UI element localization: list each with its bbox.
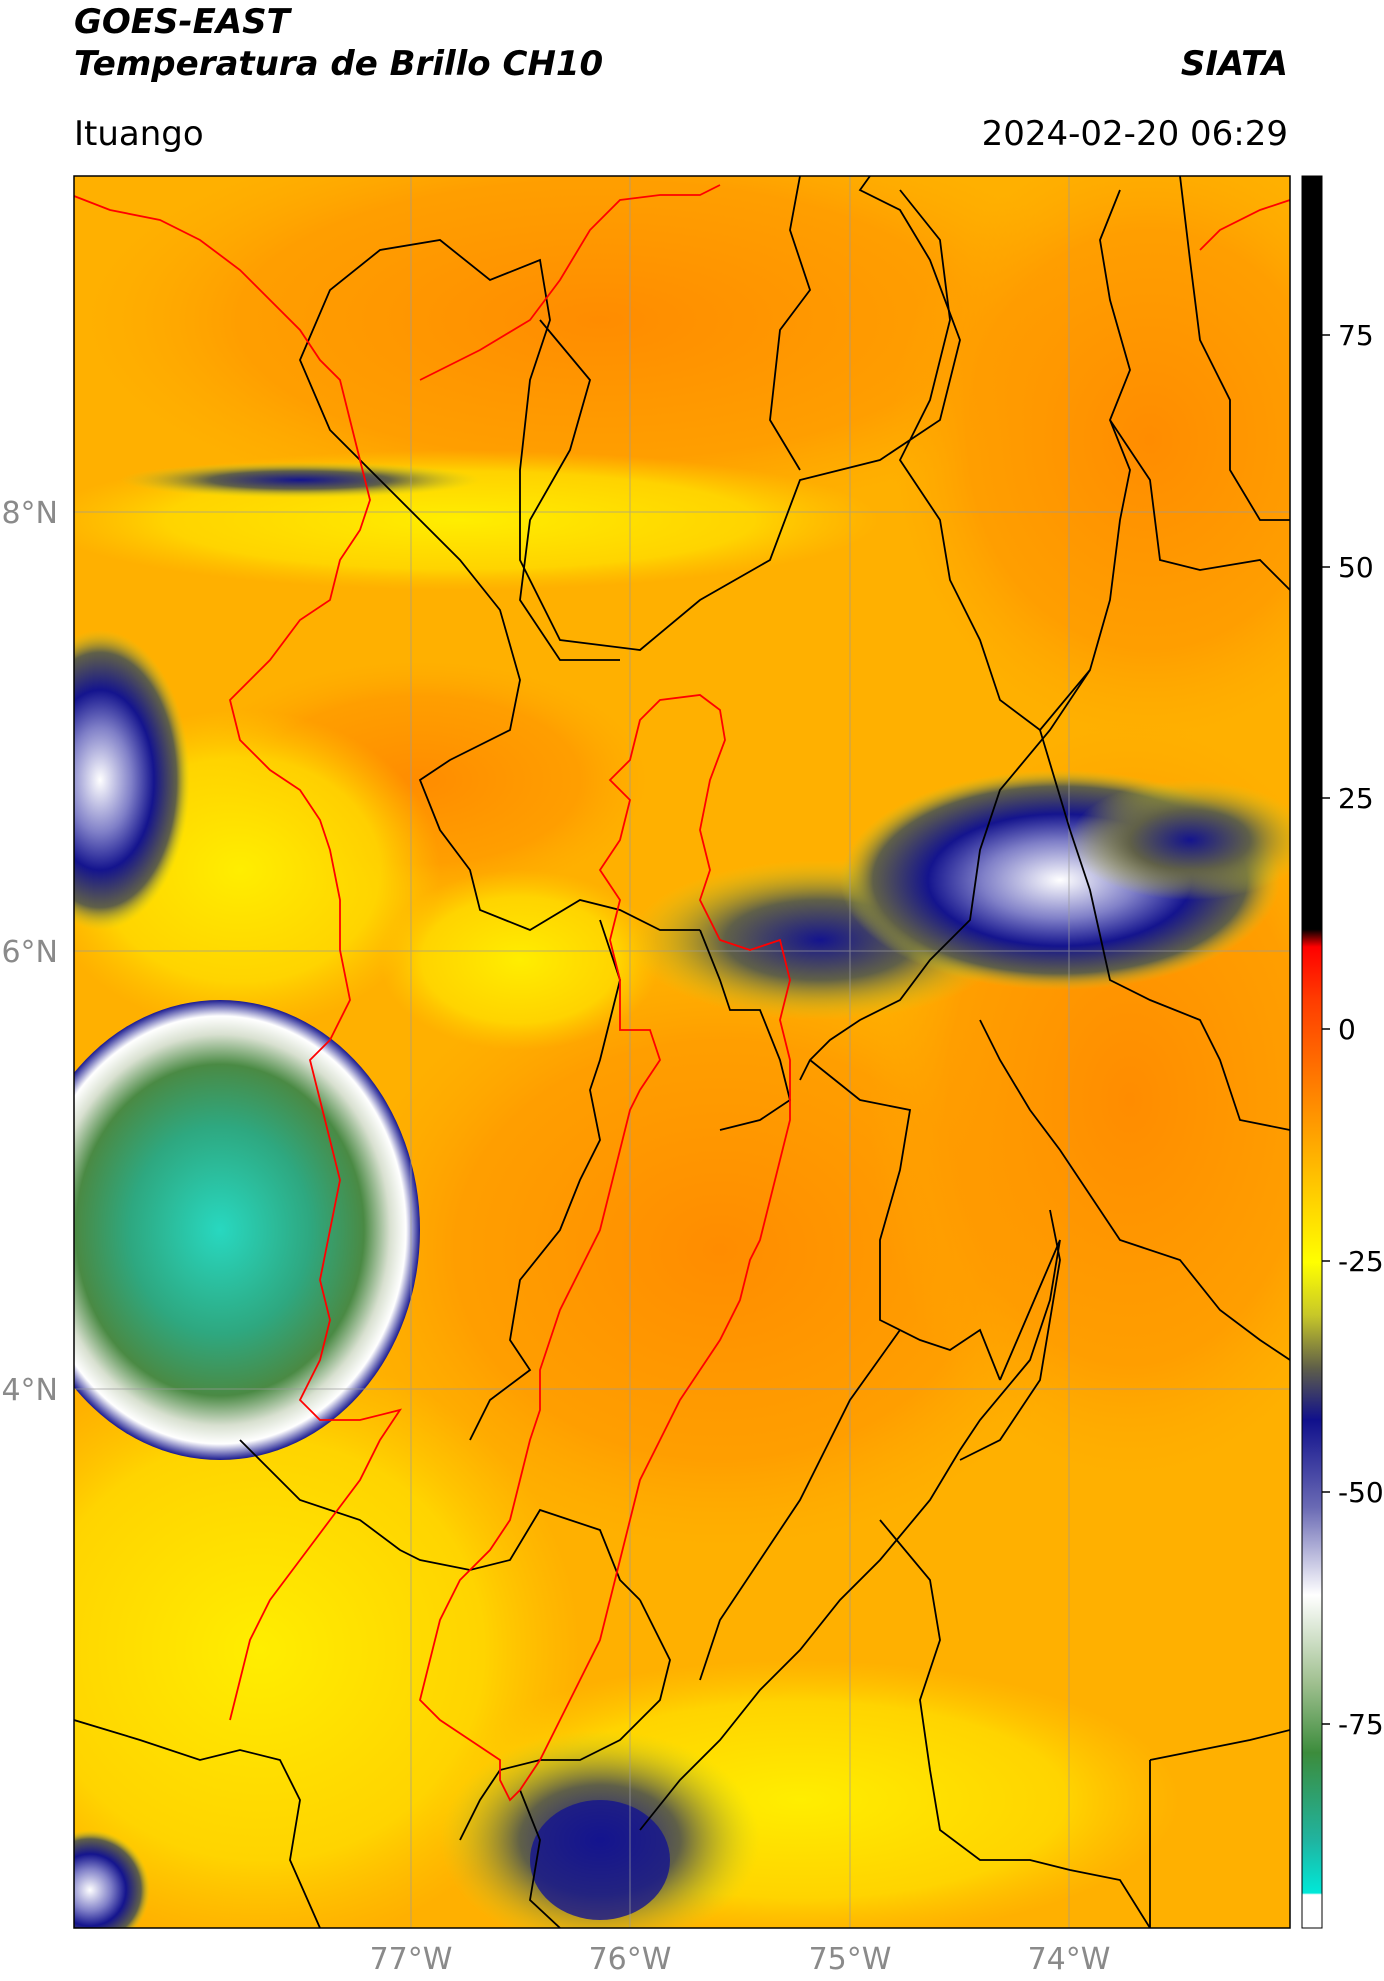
colorbar-label-25: 25: [1338, 782, 1374, 815]
organization-label: SIATA: [1180, 44, 1288, 84]
warm-region-north: [80, 176, 1120, 520]
colorbar-label-75: 75: [1338, 319, 1374, 352]
boundary-path-12: [979, 1019, 1290, 1361]
lat-label-8n: 8°N: [1, 496, 58, 531]
product-title: Temperatura de Brillo CH10: [74, 44, 604, 84]
boundary-path-16: [879, 1519, 1151, 1928]
boundary-path-11: [809, 1059, 1001, 1381]
colorbar-label-50: 50: [1338, 551, 1374, 584]
boundary-path-19: [519, 1789, 561, 1928]
boundary-path-22: [699, 1329, 901, 1681]
boundary-path-9: [469, 919, 621, 1441]
map-frame: [73, 175, 1291, 1929]
boundary-path-6: [1179, 176, 1290, 521]
cold-cloud-pacific: [74, 1000, 420, 1460]
coastline-north: [419, 184, 721, 381]
map-panel: [74, 176, 1290, 1928]
lon-label-74w: 74°W: [1028, 1942, 1111, 1977]
storm-west-edge: [74, 630, 190, 930]
lat-label-4n: 4°N: [1, 1373, 58, 1408]
storm-east-band: [1070, 780, 1290, 900]
boundary-path-8: [799, 669, 1091, 1081]
warm-region-northeast: [890, 176, 1290, 740]
red-boundaries: [74, 184, 1290, 1802]
boundary-path-17: [459, 1599, 671, 1841]
cool-region-mid: [380, 870, 660, 1050]
boundary-path-21: [1149, 1729, 1290, 1761]
boundary-path-13: [1039, 729, 1290, 1131]
boundary-path-3: [769, 176, 812, 471]
boundary-path-18: [74, 1719, 321, 1928]
coastline: [74, 195, 403, 1721]
colorbar: [1301, 175, 1323, 1929]
department-boundaries: [74, 176, 1290, 1928]
colorbar-ticks: [1322, 334, 1330, 1725]
colorbar-label-neg25: -25: [1338, 1245, 1384, 1278]
boundary-path-2: [519, 319, 620, 661]
coastline-northeast: [1199, 199, 1290, 251]
boundary-path-10: [699, 929, 792, 1131]
lon-label-77w: 77°W: [370, 1942, 453, 1977]
timestamp-label: 2024-02-20 06:29: [981, 114, 1288, 154]
lat-label-6n: 6°N: [1, 935, 58, 970]
boundary-path-7: [418, 519, 700, 932]
colorbar-label-0: 0: [1338, 1013, 1356, 1046]
ituango-boundary: [419, 694, 791, 1802]
lon-label-76w: 76°W: [589, 1942, 672, 1977]
storm-northwest-band: [120, 462, 480, 498]
satellite-title: GOES-EAST: [74, 2, 290, 42]
boundary-path-1: [299, 176, 961, 651]
storm-southwest-corner: [74, 1830, 150, 1928]
colorbar-label-neg75: -75: [1338, 1708, 1384, 1741]
lon-label-75w: 75°W: [809, 1942, 892, 1977]
location-label: Ituango: [74, 114, 204, 154]
boundary-path-23: [959, 1209, 1061, 1461]
colorbar-label-neg50: -50: [1338, 1476, 1384, 1509]
boundary-path-5: [1109, 419, 1290, 591]
storm-south-core: [530, 1800, 670, 1920]
boundary-path-14: [639, 1239, 1061, 1831]
